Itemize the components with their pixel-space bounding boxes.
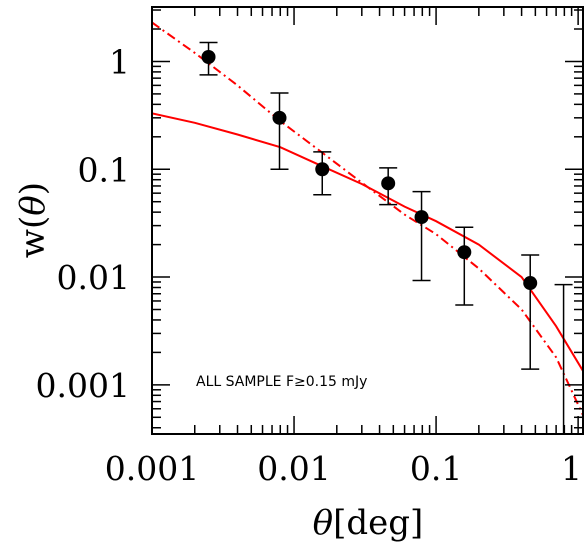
y-axis-symbol: θ [13, 195, 53, 215]
x-axis-unit: [deg] [333, 503, 423, 543]
axis-ticks [151, 7, 583, 434]
plot-area [152, 21, 584, 434]
model-curve-solid [152, 112, 584, 374]
plot-frame [151, 6, 584, 435]
data-point [414, 210, 429, 225]
annotation-label: ALL SAMPLE F≥0.15 mJy [196, 374, 367, 390]
model-curve-dashed [152, 21, 584, 418]
x-axis-symbol: θ [313, 503, 333, 543]
y-tick-label: 0.1 [78, 150, 130, 189]
y-axis-title: w(θ) [13, 182, 53, 258]
y-tick-label: 1 [109, 42, 130, 81]
x-axis-title: θ[deg] [313, 503, 424, 543]
x-tick-label: 0.01 [257, 449, 330, 488]
y-axis-suffix: ) [13, 182, 53, 195]
x-tick-label: 0.001 [105, 449, 199, 488]
y-tick-label: 0.01 [57, 258, 130, 297]
y-axis-prefix: w( [13, 216, 53, 258]
data-point [523, 276, 538, 291]
data-point [201, 49, 216, 64]
data-point [457, 245, 472, 260]
x-tick-label: 0.1 [410, 449, 462, 488]
y-tick-label: 0.001 [36, 366, 130, 405]
data-point [272, 110, 287, 125]
data-point [315, 162, 330, 177]
x-tick-label: 1 [561, 449, 582, 488]
data-point [381, 176, 396, 191]
